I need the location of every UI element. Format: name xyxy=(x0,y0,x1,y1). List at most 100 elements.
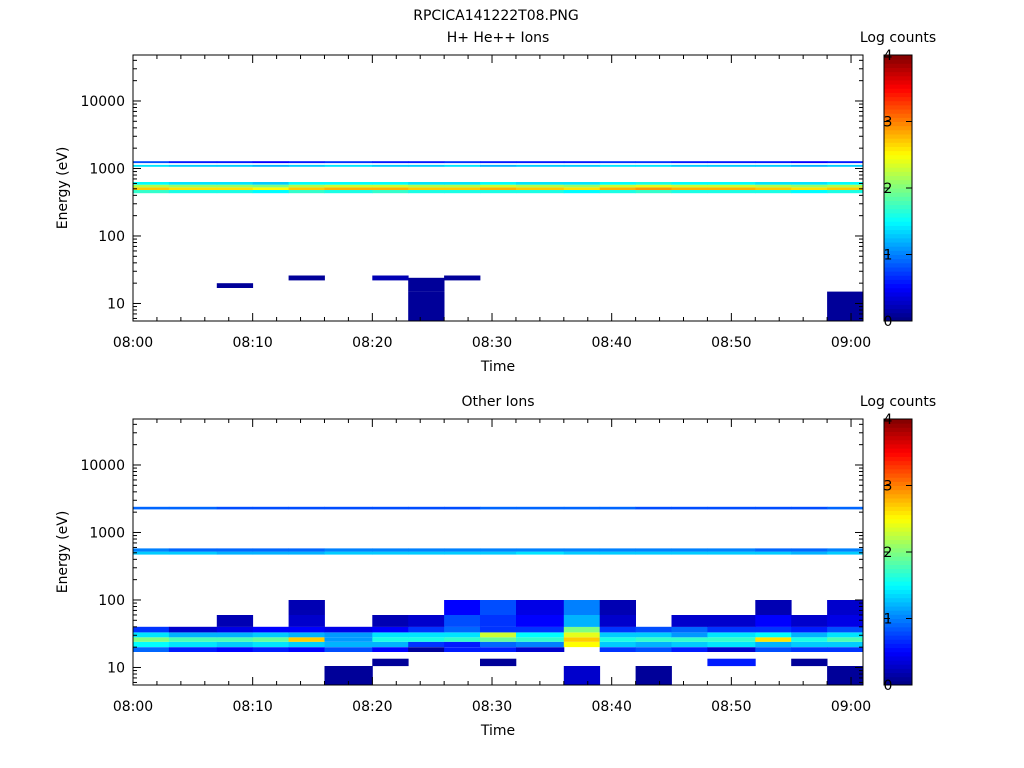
heatmap-cell xyxy=(827,184,864,188)
heatmap-cell xyxy=(216,184,254,188)
heatmap-cell xyxy=(480,647,517,652)
heatmap-cell xyxy=(324,187,373,190)
heatmap-cell xyxy=(671,551,708,555)
colorbar-step xyxy=(884,133,912,139)
colorbar-step xyxy=(884,304,912,310)
heatmap-cell xyxy=(288,615,325,627)
heatmap-cell xyxy=(755,184,792,188)
colorbar-step xyxy=(884,204,912,210)
heatmap-cell xyxy=(372,551,409,555)
heatmap-cell xyxy=(516,632,565,638)
heatmap-cell xyxy=(372,641,409,648)
heatmap-cell xyxy=(827,548,864,552)
heatmap-cell xyxy=(563,615,601,627)
colorbar-step xyxy=(884,452,912,457)
colorbar-step xyxy=(884,171,912,177)
colorbar-step xyxy=(884,88,912,93)
colorbar-step xyxy=(884,464,912,470)
heatmap-cell xyxy=(516,600,565,615)
x-tick-label: 08:50 xyxy=(711,699,751,715)
heatmap-cell xyxy=(671,632,708,638)
x-tick-label: 08:40 xyxy=(592,699,632,715)
heatmap-cell xyxy=(671,184,708,188)
heatmap-cell xyxy=(791,658,828,667)
heatmap-cell xyxy=(444,551,481,555)
y-tick-label: 10 xyxy=(107,660,125,676)
y-tick-label: 10 xyxy=(107,296,125,312)
heatmap-cell xyxy=(168,506,218,510)
colorbar-step xyxy=(884,606,912,611)
heatmap-cell xyxy=(133,641,170,648)
heatmap-cell xyxy=(288,182,325,185)
heatmap-cell xyxy=(563,641,601,648)
heatmap-cell xyxy=(324,190,373,194)
heatmap-cell xyxy=(168,184,218,188)
heatmap-cell xyxy=(755,161,792,164)
heatmap-cell xyxy=(791,647,828,652)
heatmap-cell xyxy=(635,182,672,185)
plot-frame xyxy=(132,54,864,322)
heatmap-cell xyxy=(671,637,708,642)
panel-title: H+ He++ Ions xyxy=(447,30,550,46)
heatmap-cell xyxy=(671,615,708,627)
heatmap-cell xyxy=(671,647,708,652)
heatmap-cell xyxy=(635,637,672,642)
x-tick-label: 09:00 xyxy=(831,335,871,351)
heatmap-cell xyxy=(372,164,409,167)
colorbar-step xyxy=(884,196,912,201)
colorbar-step xyxy=(884,221,912,226)
heatmap-cell xyxy=(599,506,636,510)
heatmap-cell xyxy=(707,637,756,642)
heatmap-cell xyxy=(791,506,828,510)
colorbar-step xyxy=(884,150,912,156)
heatmap-cell xyxy=(288,275,325,281)
heatmap-cell xyxy=(252,626,289,633)
heatmap-cell xyxy=(252,641,289,648)
heatmap-cell xyxy=(408,647,445,652)
colorbar-step xyxy=(884,279,912,285)
heatmap-cell xyxy=(372,184,409,188)
heatmap-cell xyxy=(707,548,756,552)
heatmap-cell xyxy=(372,615,409,627)
heatmap-cell xyxy=(324,506,373,510)
heatmap-cell xyxy=(791,182,828,185)
colorbar-step xyxy=(884,167,912,172)
heatmap-cell xyxy=(635,632,672,638)
heatmap-cell xyxy=(252,637,289,642)
heatmap-cell xyxy=(288,161,325,164)
heatmap-cell xyxy=(252,182,289,185)
colorbar-step xyxy=(884,448,912,453)
heatmap-cell xyxy=(563,548,601,552)
colorbar-tick-label: 1 xyxy=(884,248,893,264)
heatmap-cell xyxy=(408,506,445,510)
colorbar-step xyxy=(884,643,912,649)
colorbar-step xyxy=(884,308,912,314)
heatmap-cell xyxy=(444,190,481,194)
heatmap-cell xyxy=(372,506,409,510)
heatmap-cell xyxy=(133,647,170,652)
colorbar-step xyxy=(884,208,912,214)
heatmap-cell xyxy=(791,551,828,555)
colorbar: 0 1 2 3 4 Log counts xyxy=(860,394,936,694)
heatmap-cell xyxy=(324,626,373,633)
colorbar-step xyxy=(884,266,912,272)
colorbar-step xyxy=(884,71,912,77)
colorbar-step xyxy=(884,502,912,507)
x-tick-label: 09:00 xyxy=(831,699,871,715)
heatmap-cell xyxy=(133,164,170,167)
colorbar-step xyxy=(884,572,912,578)
heatmap-cell xyxy=(372,637,409,642)
colorbar-step xyxy=(884,435,912,441)
heatmap-cell xyxy=(444,637,481,642)
heatmap-cell xyxy=(755,600,792,615)
heatmap-cell xyxy=(216,632,254,638)
heatmap-cell xyxy=(563,182,601,185)
heatmap-cell xyxy=(827,164,864,167)
heatmap-cell xyxy=(707,164,756,167)
heatmap-cell xyxy=(444,187,481,190)
heatmap-cell xyxy=(755,182,792,185)
colorbar-step xyxy=(884,468,912,474)
heatmap-cell xyxy=(168,548,218,552)
heatmap-cell xyxy=(516,164,565,167)
heatmap-cell xyxy=(480,626,517,633)
